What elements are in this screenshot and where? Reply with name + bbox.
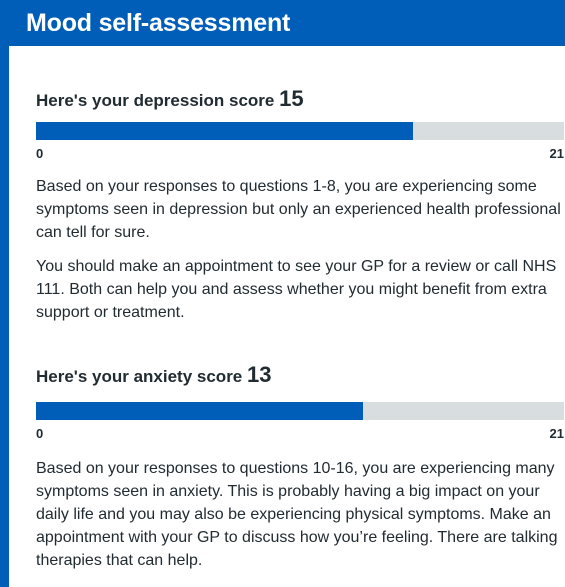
anxiety-scale-min: 0	[36, 426, 44, 441]
anxiety-section: Here's your anxiety score 13 0 21 Based …	[36, 363, 564, 572]
depression-scale-max: 21	[549, 146, 564, 161]
depression-scale-min: 0	[36, 146, 44, 161]
anxiety-score-value: 13	[247, 362, 272, 387]
depression-result-text: Based on your responses to questions 1-8…	[36, 178, 561, 241]
depression-score-scale: 0 21	[36, 147, 564, 161]
anxiety-score-scale: 0 21	[36, 427, 564, 441]
depression-score-bar-fill	[36, 122, 413, 140]
anxiety-score-bar	[36, 402, 564, 420]
depression-score-heading: Here's your depression score 15	[36, 87, 564, 113]
anxiety-score-heading: Here's your anxiety score 13	[36, 363, 564, 389]
anxiety-scale-max: 21	[549, 426, 564, 441]
anxiety-result-text: Based on your responses to questions 10-…	[36, 460, 558, 569]
anxiety-score-bar-fill	[36, 402, 363, 420]
depression-section: Here's your depression score 15 0 21 Bas…	[36, 87, 564, 324]
depression-score-label: Here's your depression score	[36, 91, 275, 110]
depression-score-value: 15	[279, 86, 304, 111]
card-header: Mood self-assessment	[0, 0, 565, 46]
depression-score-bar	[36, 122, 564, 140]
anxiety-score-label: Here's your anxiety score	[36, 367, 243, 386]
depression-advice-text: You should make an appointment to see yo…	[36, 258, 557, 321]
page-title: Mood self-assessment	[26, 8, 291, 37]
